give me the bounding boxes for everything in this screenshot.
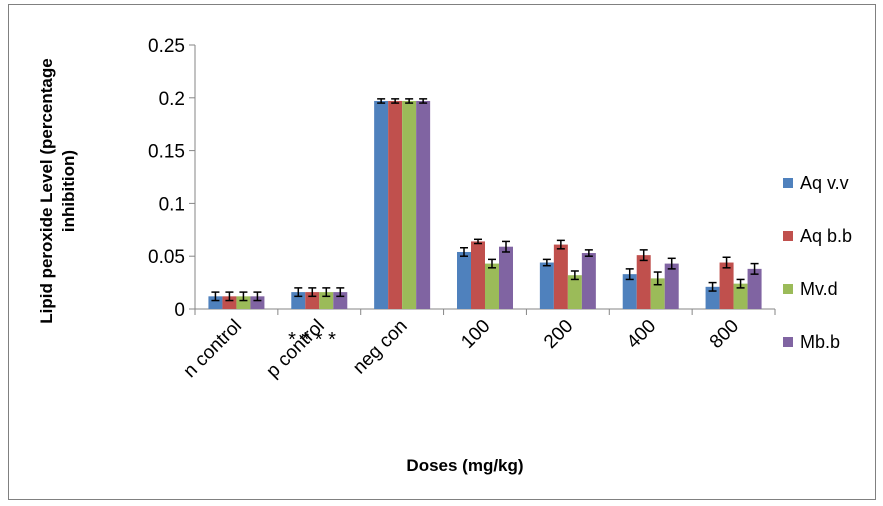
bar bbox=[208, 296, 223, 309]
y-tick-labels: 0 0.05 0.1 0.15 0.2 0.25 bbox=[148, 36, 185, 321]
bar bbox=[250, 296, 265, 309]
x-tick-label: n control bbox=[180, 316, 246, 382]
y-tick-label: 0.1 bbox=[159, 194, 185, 215]
bar bbox=[416, 100, 431, 309]
legend-swatch bbox=[783, 284, 793, 294]
y-axis-title-line-1: Lipid peroxide Level (percentage bbox=[37, 58, 56, 323]
bar bbox=[499, 246, 513, 309]
y-tick-label: 0.25 bbox=[148, 36, 185, 57]
x-tick-label: 100 bbox=[457, 316, 494, 353]
bar bbox=[374, 100, 389, 309]
bar bbox=[553, 244, 568, 309]
legend-swatch bbox=[783, 231, 793, 241]
bar bbox=[719, 262, 734, 309]
bars bbox=[208, 100, 762, 309]
y-tick-label: 0.15 bbox=[148, 142, 185, 163]
x-tick-label: neg con bbox=[349, 316, 412, 379]
error-bars bbox=[211, 98, 759, 302]
bar bbox=[485, 263, 499, 309]
legend-label: Mb.b bbox=[800, 332, 840, 352]
y-tick-label: 0 bbox=[174, 300, 185, 321]
significance-annotation: * * * * bbox=[288, 329, 336, 351]
bar bbox=[747, 268, 762, 309]
y-tick-label: 0.2 bbox=[159, 89, 185, 110]
legend-swatch bbox=[783, 178, 793, 188]
y-axis-title-line-2: inhibition) bbox=[59, 150, 78, 232]
x-tick-label: 200 bbox=[540, 316, 577, 353]
x-tick-label: 400 bbox=[623, 316, 660, 353]
legend: Aq v.v Aq b.b Mv.d Mb.b bbox=[783, 173, 852, 352]
bar bbox=[471, 241, 485, 309]
y-tick-label: 0.05 bbox=[148, 247, 185, 268]
bar bbox=[388, 100, 403, 309]
x-axis-title: Doses (mg/kg) bbox=[406, 456, 523, 475]
legend-label: Aq v.v bbox=[800, 173, 849, 193]
bar bbox=[581, 253, 596, 309]
bar bbox=[705, 286, 720, 309]
chart-frame: Lipid peroxide Level (percentage inhibit… bbox=[8, 4, 876, 500]
bar-chart: Lipid peroxide Level (percentage inhibit… bbox=[37, 36, 852, 475]
bar bbox=[222, 296, 237, 309]
y-axis-title: Lipid peroxide Level (percentage inhibit… bbox=[37, 58, 78, 323]
bar bbox=[402, 100, 417, 309]
x-tick-labels: n control p control neg con 100 200 400 800 bbox=[180, 316, 744, 382]
bar bbox=[236, 296, 251, 309]
bar bbox=[567, 275, 582, 309]
bar bbox=[733, 283, 748, 309]
legend-swatch bbox=[783, 337, 793, 347]
bar bbox=[636, 255, 651, 309]
bar bbox=[650, 278, 665, 309]
bar bbox=[664, 263, 679, 309]
legend-label: Mv.d bbox=[800, 279, 838, 299]
bar bbox=[539, 262, 554, 309]
bar bbox=[457, 251, 471, 309]
x-tick-label: 800 bbox=[706, 316, 743, 353]
legend-label: Aq b.b bbox=[800, 226, 852, 246]
bar bbox=[622, 274, 637, 309]
